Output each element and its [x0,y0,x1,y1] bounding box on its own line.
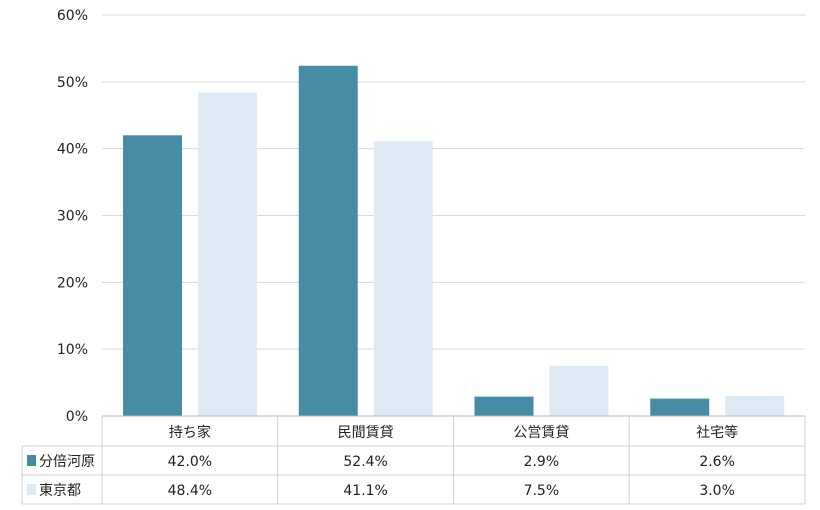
data-label: 3.0% [699,483,735,499]
data-label: 2.6% [699,454,735,470]
category-label: 社宅等 [696,424,738,441]
bar-1-1 [123,135,182,417]
data-label: 52.4% [343,454,387,470]
y-tick-label: 50% [57,75,88,91]
category-label: 持ち家 [169,424,211,441]
data-label: 2.9% [524,454,560,470]
bar-1-2 [298,65,358,416]
y-tick-label: 30% [57,209,88,225]
bar-2-4 [725,395,785,416]
y-tick-label: 60% [57,8,88,24]
legend-label: 東京都 [39,483,81,499]
bar-1-4 [650,398,710,416]
legend-swatch-1 [27,455,36,466]
category-label: 民間賃貸 [338,425,394,441]
data-label: 48.4% [168,483,212,499]
category-label: 公営賃貸 [513,425,569,441]
y-tick-label: 20% [57,275,88,291]
data-label: 7.5% [524,483,560,499]
legend-swatch-2 [27,484,36,495]
bar-2-2 [373,141,433,416]
bar-1-3 [474,396,534,416]
y-tick-label: 10% [57,342,88,358]
bar-2-3 [549,365,609,416]
legend-label: 分倍河原 [39,454,95,470]
y-tick-label: 40% [57,142,88,158]
data-label: 41.1% [343,483,387,499]
data-label: 42.0% [168,454,212,470]
bar-2-1 [198,92,257,416]
y-tick-label: 0% [66,409,88,425]
